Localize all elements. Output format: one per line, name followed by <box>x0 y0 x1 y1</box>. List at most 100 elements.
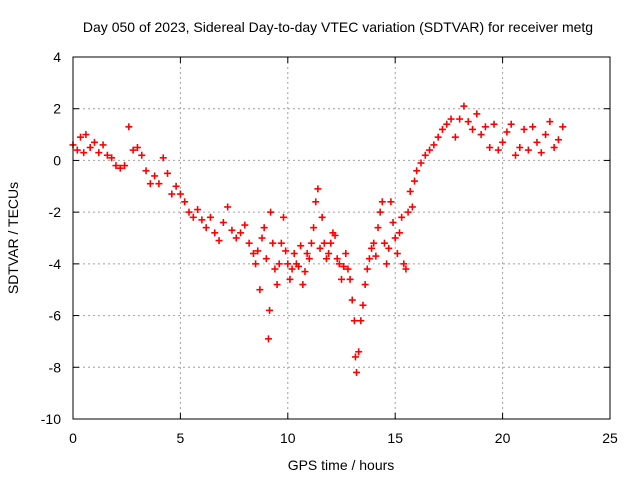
data-point <box>406 187 414 195</box>
data-point <box>400 260 408 268</box>
data-point <box>426 146 434 154</box>
data-point <box>271 265 279 273</box>
y-tick-label: 0 <box>53 152 61 168</box>
data-point <box>413 167 421 175</box>
data-points <box>69 102 567 376</box>
data-point <box>524 146 532 154</box>
data-point <box>155 180 163 188</box>
x-tick-label: 10 <box>280 430 296 446</box>
data-point <box>359 301 367 309</box>
data-point <box>451 133 459 141</box>
data-point <box>408 203 416 211</box>
data-point <box>254 247 262 255</box>
data-point <box>511 151 519 159</box>
data-point <box>421 151 429 159</box>
data-point <box>206 213 214 221</box>
data-point <box>353 368 361 376</box>
data-point <box>112 162 120 170</box>
data-point <box>395 229 403 237</box>
data-point <box>325 250 333 258</box>
data-point <box>443 120 451 128</box>
data-point <box>256 286 264 294</box>
data-point <box>307 239 315 247</box>
data-point <box>546 118 554 126</box>
data-point <box>314 185 322 193</box>
data-point <box>249 250 257 258</box>
data-point <box>417 159 425 167</box>
data-point <box>486 144 494 151</box>
data-point <box>372 252 380 260</box>
data-point <box>533 138 541 146</box>
data-point <box>297 242 305 250</box>
data-point <box>198 216 206 224</box>
data-point <box>146 180 154 188</box>
data-point <box>86 144 94 151</box>
data-point <box>385 244 393 252</box>
data-point <box>490 120 498 128</box>
data-point <box>189 213 197 221</box>
data-point <box>320 239 328 247</box>
data-point <box>282 247 290 255</box>
data-point <box>447 115 455 123</box>
data-point <box>477 131 485 139</box>
data-point <box>202 224 210 232</box>
data-point <box>299 281 307 289</box>
data-point <box>310 224 318 232</box>
data-point <box>228 226 236 234</box>
y-tick-label: 4 <box>53 49 61 65</box>
data-point <box>333 255 341 263</box>
data-point <box>368 244 376 252</box>
data-point <box>350 317 358 325</box>
data-point <box>404 208 412 216</box>
x-tick-label: 20 <box>495 430 511 446</box>
y-tick-label: -10 <box>41 411 61 427</box>
data-point <box>507 120 515 128</box>
data-point <box>391 234 399 242</box>
data-point <box>211 229 219 237</box>
chart-title: Day 050 of 2023, Sidereal Day-to-day VTE… <box>83 19 593 35</box>
data-point <box>164 169 172 177</box>
data-point <box>301 268 309 276</box>
data-point <box>327 239 335 247</box>
data-point <box>232 234 240 242</box>
data-point <box>473 110 481 118</box>
data-point <box>434 133 442 141</box>
data-point <box>520 125 528 133</box>
data-point <box>269 239 277 247</box>
data-point <box>275 260 283 268</box>
data-point <box>252 260 260 268</box>
data-point <box>73 146 81 154</box>
data-point <box>108 154 116 162</box>
data-point <box>290 250 298 258</box>
data-point <box>380 239 388 247</box>
x-tick-label: 5 <box>177 430 185 446</box>
data-point <box>378 198 386 206</box>
data-point <box>494 146 502 154</box>
data-point <box>224 203 232 211</box>
data-point <box>284 260 292 268</box>
data-point <box>430 141 438 149</box>
data-point <box>125 123 133 131</box>
data-point <box>286 275 294 283</box>
data-point <box>348 296 356 304</box>
data-point <box>258 234 266 242</box>
data-point <box>387 198 395 206</box>
data-point <box>262 255 270 263</box>
data-point <box>456 115 464 123</box>
data-point <box>370 239 378 247</box>
plot-frame <box>72 56 611 420</box>
data-point <box>288 265 296 273</box>
data-point <box>537 149 545 157</box>
data-point <box>346 275 354 283</box>
y-axis-label: SDTVAR / TECUs <box>5 182 21 294</box>
data-point <box>481 123 489 131</box>
data-point <box>103 151 111 159</box>
data-point <box>245 239 253 247</box>
data-point <box>383 260 391 268</box>
data-point <box>438 125 446 133</box>
data-point <box>266 306 274 314</box>
data-point <box>559 123 567 131</box>
data-point <box>194 206 202 214</box>
y-tick-label: -6 <box>49 308 62 324</box>
